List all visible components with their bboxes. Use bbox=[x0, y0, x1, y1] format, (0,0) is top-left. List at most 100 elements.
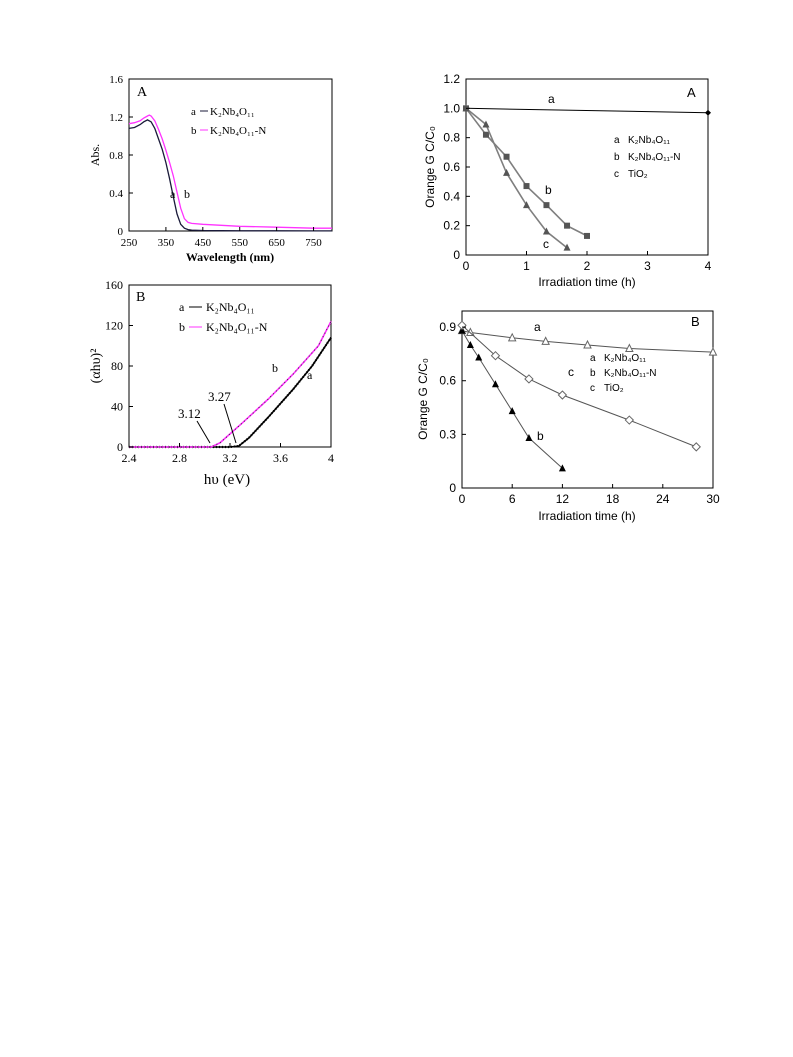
legend-key-c: c bbox=[590, 383, 595, 394]
y-tick-label: 1.2 bbox=[109, 112, 123, 124]
panel-label: B bbox=[136, 290, 145, 305]
data-point bbox=[583, 339, 592, 349]
data-point bbox=[691, 442, 701, 452]
x-tick-label: 3.6 bbox=[273, 451, 288, 465]
y-tick-label: 0.4 bbox=[443, 189, 460, 203]
x-tick-label: 0 bbox=[463, 259, 470, 273]
series-line-c bbox=[461, 324, 697, 448]
y-tick-label: 80 bbox=[111, 359, 123, 373]
plot-frame bbox=[465, 78, 709, 256]
legend-key-b: b bbox=[590, 368, 596, 379]
y-tick-label: 0.6 bbox=[443, 160, 460, 174]
data-point bbox=[507, 332, 517, 342]
legend-label-c: TiO₂ bbox=[604, 383, 624, 394]
data-point bbox=[457, 325, 467, 335]
x-tick-label: 550 bbox=[231, 237, 248, 249]
data-point bbox=[491, 380, 499, 388]
y-tick-label: 0.9 bbox=[439, 320, 456, 334]
curve-label-b: b bbox=[545, 183, 552, 197]
x-tick-label: 30 bbox=[706, 492, 720, 506]
plot-frame bbox=[128, 284, 332, 448]
panel-label: B bbox=[691, 314, 700, 329]
y-axis-title: Abs. bbox=[88, 144, 102, 166]
data-point bbox=[463, 105, 469, 112]
legend-key-b: b bbox=[191, 125, 197, 137]
x-axis-title: Irradiation time (h) bbox=[538, 275, 635, 289]
data-point bbox=[482, 120, 490, 128]
curve-label-a: a bbox=[170, 187, 176, 201]
plot-frame bbox=[128, 78, 333, 232]
data-point bbox=[508, 407, 516, 415]
y-tick-label: 160 bbox=[105, 278, 123, 292]
x-tick-label: 1 bbox=[523, 259, 530, 273]
panel-label: A bbox=[687, 85, 696, 100]
data-point bbox=[625, 343, 634, 353]
legend-label-a: K₂Nb₄O₁₁ bbox=[628, 135, 671, 146]
legend-label-b: K₂Nb₄O₁₁-N bbox=[604, 368, 657, 379]
x-tick-label: 650 bbox=[268, 237, 285, 249]
y-tick-label: 0 bbox=[453, 248, 460, 262]
series-line-a bbox=[128, 119, 332, 232]
x-axis-title: Irradiation time (h) bbox=[538, 509, 635, 523]
x-tick-label: 12 bbox=[556, 492, 570, 506]
y-tick-label: 40 bbox=[111, 400, 123, 414]
series-dots-a bbox=[129, 336, 332, 449]
data-point bbox=[475, 353, 483, 361]
annotation-arrow bbox=[196, 420, 211, 444]
legend-key-b: b bbox=[179, 320, 185, 334]
data-point bbox=[463, 105, 469, 112]
series-line-a bbox=[129, 337, 332, 448]
y-tick-label: 1.2 bbox=[443, 72, 460, 86]
legend-label-c: TiO₂ bbox=[628, 169, 648, 180]
y-tick-label: 120 bbox=[105, 319, 123, 333]
x-tick-label: 3.2 bbox=[223, 451, 238, 465]
plot-frame bbox=[461, 310, 714, 489]
data-point bbox=[541, 336, 550, 345]
annotation-3-27: 3.27 bbox=[208, 389, 231, 404]
data-point bbox=[708, 347, 718, 356]
legend-key-a: a bbox=[614, 135, 620, 146]
x-axis-title: Wavelength (nm) bbox=[186, 250, 274, 264]
data-point bbox=[523, 201, 530, 209]
legend: a K₂Nb₄O₁₁ b K₂Nb₄O₁₁-N c TiO₂ bbox=[614, 135, 681, 180]
data-point bbox=[466, 327, 475, 336]
legend: a K₂Nb₄O₁₁ b K₂Nb₄O₁₁-N bbox=[179, 300, 268, 334]
curve-label-a: a bbox=[548, 92, 555, 106]
data-point bbox=[564, 222, 571, 229]
x-tick-label: 3 bbox=[644, 259, 651, 273]
data-point bbox=[462, 104, 470, 112]
data-point bbox=[482, 131, 489, 138]
curve-label-b: b bbox=[537, 429, 544, 443]
x-tick-label: 750 bbox=[305, 237, 322, 249]
legend-label-a: K₂Nb₄O₁₁ bbox=[206, 300, 255, 314]
curve-label-b: b bbox=[272, 361, 278, 375]
x-tick-label: 18 bbox=[606, 492, 620, 506]
legend: a K₂Nb₄O₁₁ b K₂Nb₄O₁₁-N c TiO₂ bbox=[590, 353, 657, 394]
y-tick-label: 0.8 bbox=[443, 131, 460, 145]
data-point bbox=[503, 153, 510, 160]
data-point bbox=[490, 350, 501, 361]
x-tick-label: 350 bbox=[158, 237, 175, 249]
y-axis-title: Orange G C/C₀ bbox=[416, 358, 430, 440]
data-point bbox=[705, 109, 711, 116]
x-tick-label: 450 bbox=[195, 237, 212, 249]
panel-label: A bbox=[137, 85, 148, 100]
data-point bbox=[558, 464, 566, 472]
annotation-3-12: 3.12 bbox=[178, 406, 201, 421]
x-tick-label: 2.4 bbox=[122, 451, 137, 465]
y-tick-label: 0.4 bbox=[109, 188, 123, 200]
series-line-b bbox=[465, 107, 588, 237]
x-axis-title: hυ (eV) bbox=[204, 472, 250, 488]
y-tick-label: 0.2 bbox=[443, 219, 460, 233]
y-tick-label: 0.8 bbox=[109, 150, 123, 162]
y-tick-label: 0 bbox=[449, 481, 456, 495]
series-dots-b bbox=[129, 321, 332, 448]
data-point bbox=[457, 320, 467, 331]
x-tick-label: 0 bbox=[459, 492, 466, 506]
curve-label-b: b bbox=[184, 187, 190, 201]
series-line-a bbox=[465, 107, 709, 114]
data-point bbox=[624, 415, 635, 425]
x-tick-label: 4 bbox=[328, 451, 334, 465]
data-point bbox=[563, 243, 571, 251]
